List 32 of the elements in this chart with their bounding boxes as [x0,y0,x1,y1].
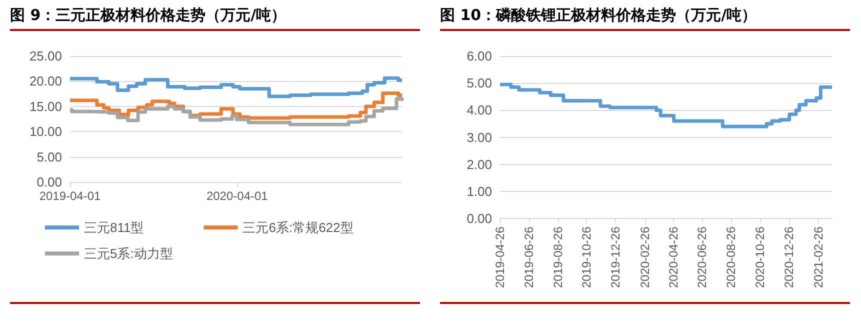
x-tick-label: 2019-10-26 [580,226,594,288]
x-tick-label: 2020-02-26 [638,226,652,288]
y-tick-label: 10.00 [29,124,62,140]
x-tick-label: 2020-06-26 [695,226,710,288]
x-tick-label: 2020-08-26 [724,226,738,288]
x-tick-label: 2020-10-26 [753,226,768,288]
legend-label: 三元811型 [84,220,144,235]
x-tick-label: 2020-12-26 [782,226,796,288]
y-tick-label: 15.00 [29,98,62,114]
y-tick-label: 1.00 [466,184,492,200]
y-tick-label: 0.00 [466,211,492,226]
x-tick-label: 2019-08-26 [550,226,565,288]
x-tick-label: 2020-04-01 [206,189,268,203]
y-tick-label: 20.00 [29,74,62,89]
chart-title: 图 10：磷酸铁锂正极材料价格走势（万元/吨） [440,6,850,31]
y-tick-label: 0.00 [36,174,62,190]
y-tick-label: 2.00 [466,156,492,172]
y-tick-label: 5.00 [36,149,62,164]
x-tick-label: 2019-06-26 [522,226,536,288]
x-tick-label: 2019-04-26 [493,226,507,288]
legend-label: 三元5系:动力型 [84,246,173,261]
x-tick-label: 2019-12-26 [608,226,623,288]
y-tick-label: 3.00 [466,130,492,145]
chart-title: 图 9：三元正极材料价格走势（万元/吨） [10,6,420,31]
y-tick-label: 25.00 [29,48,62,64]
x-tick-label: 2020-04-26 [666,226,680,288]
y-tick-label: 4.00 [466,102,492,118]
y-tick-label: 6.00 [466,48,492,64]
x-tick-label: 2019-04-01 [39,189,102,203]
legend-label: 三元6系:常规622型 [242,220,354,235]
y-tick-label: 5.00 [466,76,492,91]
x-tick-label: 2021-02-26 [811,226,826,288]
